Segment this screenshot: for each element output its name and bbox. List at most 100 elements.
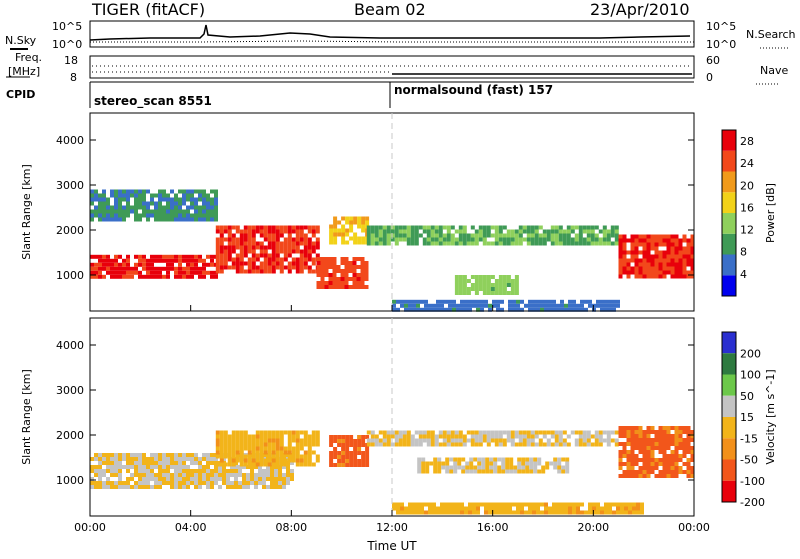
data-cell	[482, 283, 487, 287]
data-cell	[457, 457, 462, 462]
data-cell	[94, 270, 98, 275]
data-cell	[336, 265, 341, 269]
data-cell	[514, 233, 519, 238]
data-cell	[690, 246, 695, 251]
data-cell	[234, 485, 238, 489]
data-cell	[634, 246, 639, 251]
data-cell	[402, 229, 407, 234]
data-cell	[466, 438, 471, 443]
data-cell	[686, 246, 691, 251]
data-cell	[142, 473, 146, 477]
data-cell	[287, 253, 292, 258]
data-cell	[658, 274, 663, 279]
data-cell	[242, 465, 246, 469]
data-cell	[126, 270, 130, 275]
data-cell	[646, 438, 651, 442]
data-cell	[386, 241, 391, 246]
colorbar-swatch	[722, 417, 736, 439]
data-cell	[686, 458, 691, 462]
data-cell	[138, 457, 142, 461]
data-cell	[146, 473, 150, 477]
data-cell	[255, 462, 260, 467]
data-cell	[378, 225, 383, 230]
data-cell	[666, 234, 671, 239]
data-cell	[238, 485, 242, 489]
data-cell	[642, 446, 647, 450]
data-cell	[538, 233, 543, 238]
data-cell	[560, 502, 564, 507]
data-cell	[263, 249, 268, 254]
data-cell	[287, 261, 292, 266]
data-cell	[526, 225, 531, 230]
data-cell	[283, 446, 288, 451]
data-cell	[556, 303, 560, 308]
data-cell	[650, 442, 655, 446]
data-cell	[227, 458, 232, 463]
data-cell	[215, 442, 220, 447]
data-cell	[231, 265, 236, 270]
data-cell	[98, 205, 102, 210]
data-cell	[404, 299, 408, 304]
data-cell	[646, 246, 651, 251]
data-cell	[634, 274, 639, 279]
data-cell	[222, 465, 226, 469]
data-cell	[283, 229, 288, 234]
data-cell	[130, 209, 134, 214]
data-cell	[484, 303, 488, 308]
data-cell	[182, 213, 186, 218]
data-cell	[646, 242, 651, 247]
data-cell	[686, 238, 691, 243]
data-cell	[98, 477, 102, 481]
data-cell	[215, 245, 220, 250]
data-cell	[190, 473, 194, 477]
data-cell	[662, 258, 667, 263]
data-cell	[299, 462, 304, 467]
colorbar-tick-label: 15	[740, 411, 754, 424]
data-cell	[286, 461, 290, 465]
data-cell	[162, 209, 166, 214]
data-cell	[283, 253, 288, 258]
data-cell	[170, 201, 174, 206]
data-cell	[690, 242, 695, 247]
data-cell	[658, 262, 663, 267]
data-cell	[198, 189, 202, 194]
data-cell	[102, 481, 106, 485]
data-cell	[219, 225, 224, 230]
data-cell	[215, 446, 220, 451]
data-cell	[158, 193, 162, 198]
data-cell	[349, 459, 354, 463]
data-cell	[328, 261, 333, 265]
data-cell	[267, 454, 272, 459]
data-cell	[550, 434, 555, 439]
data-cell	[202, 453, 206, 457]
data-cell	[227, 237, 232, 242]
data-cell	[534, 229, 539, 234]
data-cell	[414, 229, 419, 234]
nsearch-tick-top: 10^5	[706, 20, 736, 33]
data-cell	[275, 265, 280, 270]
x-tick-label: 00:00	[678, 521, 710, 534]
data-cell	[295, 257, 300, 262]
data-cell	[337, 459, 342, 463]
data-cell	[662, 254, 667, 259]
nsky-panel: N.Sky 10^5 10^0 N.Search 10^5 10^0	[5, 20, 796, 51]
data-cell	[267, 253, 272, 258]
data-cell	[674, 234, 679, 239]
data-cell	[166, 465, 170, 469]
data-cell	[622, 270, 627, 275]
data-cell	[540, 303, 544, 308]
data-cell	[398, 430, 403, 435]
data-cell	[106, 262, 110, 267]
data-cell	[674, 246, 679, 251]
data-cell	[634, 458, 639, 462]
data-cell	[658, 450, 663, 454]
data-cell	[550, 430, 555, 435]
data-cell	[466, 430, 471, 435]
data-cell	[514, 442, 519, 447]
data-cell	[394, 225, 399, 230]
data-cell	[255, 253, 260, 258]
data-cell	[202, 262, 206, 267]
data-cell	[235, 245, 240, 250]
data-cell	[166, 262, 170, 267]
data-cell	[432, 303, 436, 308]
